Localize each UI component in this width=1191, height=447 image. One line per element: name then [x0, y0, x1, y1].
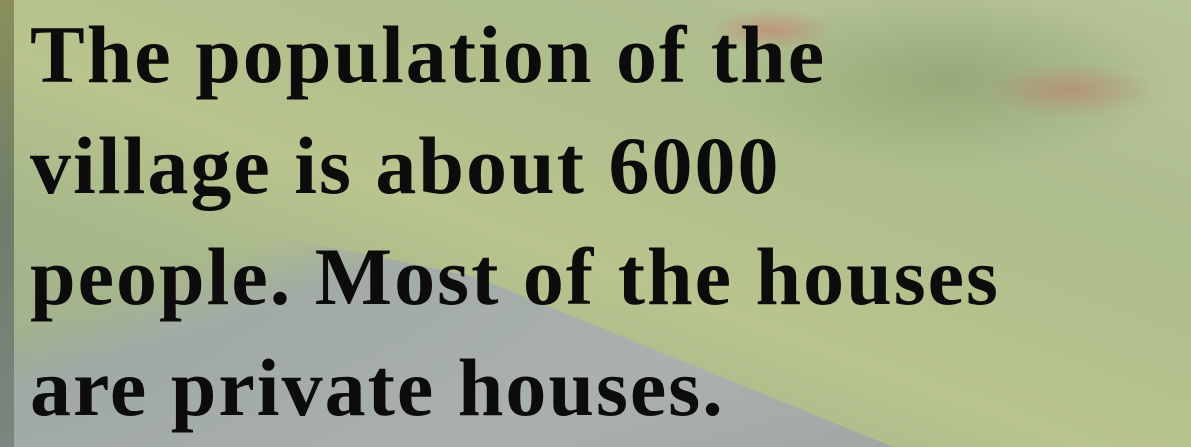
text-line: village is about 6000	[30, 125, 780, 207]
slide: The population of the village is about 6…	[0, 0, 1191, 447]
text-line: people. Most of the houses	[30, 236, 1000, 318]
text-line: The population of the	[30, 14, 826, 96]
left-edge	[0, 0, 14, 447]
text-line: are private houses.	[30, 347, 725, 429]
